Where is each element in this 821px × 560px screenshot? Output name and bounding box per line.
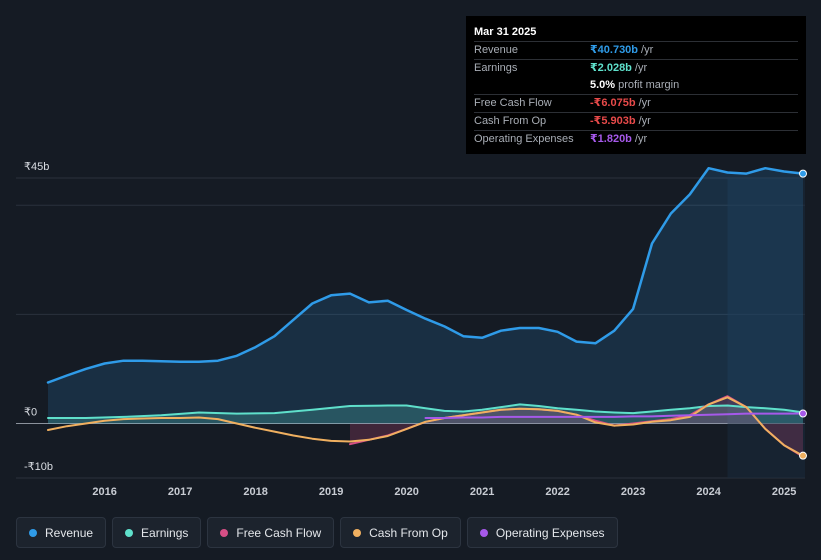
x-tick-label: 2017 (168, 486, 192, 498)
legend-dot-icon (125, 528, 134, 537)
tooltip-label: Operating Expenses (474, 133, 574, 145)
earnings-area (48, 404, 803, 424)
legend-item-revenue[interactable]: Revenue (16, 517, 107, 548)
tooltip-row-operating-expenses: Operating Expenses ₹1.820b /yr (474, 130, 798, 148)
end-markers (799, 169, 807, 460)
tooltip-value: -₹6.075b (590, 97, 636, 109)
tooltip-row-free-cash-flow: Free Cash Flow -₹6.075b /yr (474, 94, 798, 112)
legend-label: Operating Expenses (495, 525, 605, 540)
tooltip-date: Mar 31 2025 (474, 26, 537, 38)
tooltip-unit: /yr (634, 62, 648, 74)
revenue-line (46, 166, 805, 384)
series-areas (48, 168, 803, 457)
y-axis-labels: ₹45b ₹0 -₹10b (24, 161, 53, 473)
x-tick-label: 2025 (772, 486, 796, 498)
tooltip-value: -₹5.903b (590, 115, 636, 127)
tooltip-value: 5.0% (590, 79, 616, 91)
tooltip-label: Earnings (474, 62, 518, 74)
legend-dot-icon (29, 528, 37, 537)
tooltip-unit: /yr (638, 115, 651, 127)
tooltip-label: Free Cash Flow (474, 97, 552, 109)
legend-label: Revenue (45, 525, 94, 540)
legend-label: Earnings (141, 525, 189, 540)
y-tick-label: ₹0 (24, 406, 37, 418)
tooltip-row-profit-margin: 5.0% profit margin (474, 77, 798, 94)
tooltip-unit: /yr (641, 44, 654, 56)
x-tick-label: 2024 (696, 486, 721, 498)
cash-from-op-line (47, 396, 804, 457)
operating-expenses-line (424, 412, 804, 419)
tooltip-label: Revenue (474, 44, 519, 56)
tooltip-value: ₹40.730b (590, 44, 639, 56)
x-tick-label: 2018 (243, 486, 267, 498)
legend-item-earnings[interactable]: Earnings (112, 517, 202, 548)
x-tick-label: 2023 (621, 486, 645, 498)
legend-dot-icon (220, 528, 229, 537)
x-axis-labels: 2016 2017 2018 2019 2020 2021 2022 2023 2024 2025 (92, 486, 796, 498)
legend-item-cash-from-op[interactable]: Cash From Op (340, 517, 461, 548)
revenue-area (48, 168, 803, 424)
x-tick-label: 2019 (319, 486, 343, 498)
legend-label: Cash From Op (369, 525, 448, 540)
legend-item-operating-expenses[interactable]: Operating Expenses (466, 517, 618, 548)
tooltip-value: ₹2.028b (590, 62, 632, 74)
legend-item-free-cash-flow[interactable]: Free Cash Flow (207, 517, 335, 548)
legend: Revenue Earnings Free Cash Flow Cash Fro… (16, 517, 618, 548)
cash-from-op-end-marker (799, 451, 807, 460)
revenue-end-marker (799, 169, 807, 178)
x-tick-label: 2020 (394, 486, 418, 498)
x-tick-label: 2022 (545, 486, 569, 498)
tooltip-label (474, 77, 590, 94)
tooltip-value: ₹1.820b (590, 133, 632, 145)
x-tick-label: 2016 (92, 486, 116, 498)
y-tick-label: -₹10b (24, 461, 53, 473)
legend-label: Free Cash Flow (236, 525, 322, 540)
chart: ₹45b ₹0 -₹10b 2016 2017 2018 2019 2020 2021 2022… (16, 161, 807, 498)
tooltip-row-cash-from-op: Cash From Op -₹5.903b /yr (474, 112, 798, 130)
legend-dot-icon (479, 528, 488, 537)
tooltip-row-earnings: Earnings ₹2.028b /yr (474, 59, 798, 77)
tooltip-label: Cash From Op (474, 115, 547, 127)
x-tick-label: 2021 (470, 486, 494, 498)
tooltip-unit: /yr (634, 133, 648, 145)
series-lines (46, 166, 805, 458)
gridlines (16, 177, 805, 479)
y-tick-label: ₹45b (24, 161, 49, 173)
tooltip-unit: profit margin (618, 79, 680, 91)
tooltip-row-revenue: Revenue ₹40.730b /yr (474, 41, 798, 59)
tooltip-panel: Mar 31 2025 Revenue ₹40.730b /yr Earning… (466, 16, 806, 154)
forecast-region (727, 178, 805, 478)
operating-expenses-end-marker (799, 409, 807, 418)
tooltip-unit: /yr (638, 97, 651, 109)
legend-dot-icon (353, 528, 362, 537)
